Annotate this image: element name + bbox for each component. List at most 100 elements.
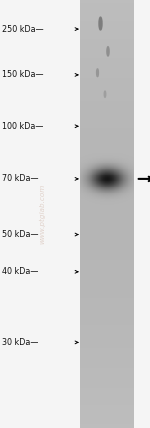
Bar — [102, 179, 103, 180]
Bar — [80, 271, 134, 273]
Bar — [89, 181, 90, 182]
Bar — [103, 164, 104, 165]
Bar — [124, 188, 125, 189]
Bar — [129, 185, 130, 186]
Bar — [114, 187, 115, 188]
Bar — [110, 200, 111, 201]
Bar — [90, 171, 91, 172]
Bar — [97, 201, 98, 202]
Bar — [80, 197, 81, 198]
Bar — [88, 203, 89, 204]
Bar — [82, 153, 83, 154]
Bar — [85, 159, 86, 160]
Bar — [92, 159, 93, 160]
Bar — [122, 183, 123, 184]
Bar — [80, 185, 81, 186]
Bar — [80, 174, 81, 175]
Bar — [109, 195, 110, 196]
Bar — [85, 164, 86, 165]
Bar — [119, 182, 120, 183]
Bar — [123, 197, 124, 198]
Bar — [125, 182, 126, 183]
Bar — [100, 169, 101, 170]
Bar — [92, 169, 93, 170]
Bar — [132, 181, 133, 182]
Bar — [91, 162, 92, 163]
Bar — [106, 189, 107, 190]
Bar — [131, 176, 132, 177]
Bar — [92, 171, 93, 172]
Bar — [107, 187, 108, 188]
Bar — [109, 172, 110, 173]
Bar — [90, 164, 91, 165]
Bar — [122, 161, 123, 162]
Bar — [120, 171, 121, 172]
Bar — [114, 181, 115, 182]
Bar — [107, 200, 108, 201]
Bar — [116, 174, 117, 175]
Bar — [112, 173, 113, 174]
Bar — [82, 196, 83, 197]
Bar — [95, 181, 96, 182]
Bar — [81, 167, 82, 168]
Bar — [115, 177, 116, 178]
Bar — [82, 184, 83, 185]
Bar — [122, 189, 123, 190]
Bar — [118, 203, 119, 204]
Bar — [111, 180, 112, 181]
Bar — [122, 169, 123, 170]
Bar — [120, 167, 121, 168]
Bar — [83, 194, 84, 195]
Bar — [128, 186, 129, 187]
Bar — [117, 180, 118, 181]
Bar — [99, 176, 100, 177]
Bar — [110, 154, 111, 155]
Bar — [89, 175, 90, 176]
Bar — [96, 158, 97, 159]
Bar — [100, 167, 101, 168]
Bar — [100, 188, 101, 189]
Bar — [117, 178, 118, 179]
Bar — [118, 183, 119, 184]
Bar — [106, 165, 107, 166]
Bar — [90, 179, 91, 180]
Bar — [85, 161, 86, 162]
Bar — [115, 186, 116, 187]
Bar — [117, 194, 118, 195]
Bar — [84, 186, 85, 187]
Bar — [132, 163, 133, 164]
Bar — [88, 160, 89, 161]
Bar — [94, 184, 95, 185]
Bar — [81, 200, 82, 201]
Bar — [118, 194, 119, 195]
Bar — [85, 199, 86, 200]
Bar — [130, 204, 131, 205]
Bar — [120, 183, 121, 184]
Bar — [128, 183, 129, 184]
Bar — [94, 186, 95, 187]
Bar — [84, 167, 85, 168]
Bar — [111, 184, 112, 185]
Bar — [133, 170, 134, 171]
Bar — [112, 186, 113, 187]
Bar — [112, 201, 113, 202]
Bar — [100, 166, 101, 167]
Bar — [94, 177, 95, 178]
Bar — [106, 194, 107, 195]
Bar — [116, 163, 117, 164]
Bar — [98, 157, 99, 158]
Bar — [85, 167, 86, 168]
Bar — [80, 170, 81, 171]
Bar — [91, 189, 92, 190]
Bar — [82, 192, 83, 193]
Bar — [105, 190, 106, 191]
Bar — [101, 179, 102, 180]
Bar — [103, 186, 104, 187]
Bar — [87, 184, 88, 185]
Bar — [124, 169, 125, 170]
Bar — [124, 196, 125, 197]
Bar — [84, 161, 85, 162]
Bar — [112, 192, 113, 193]
Bar — [80, 203, 81, 204]
Bar — [80, 31, 134, 33]
